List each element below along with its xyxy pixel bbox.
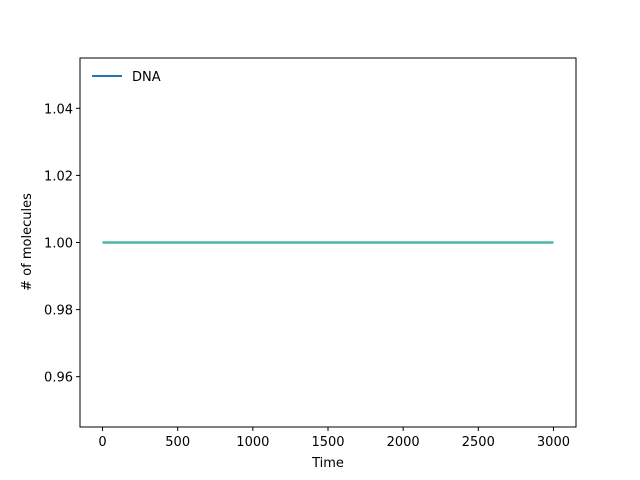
- y-tick-label: 1.04: [44, 102, 73, 117]
- y-axis-ticks: 0.96 0.98 1.00 1.02 1.04: [44, 102, 80, 386]
- y-tick-label: 0.98: [44, 304, 73, 319]
- legend-label-dna: DNA: [132, 70, 161, 85]
- x-axis-ticks: 0 500 1000 1500 2000 2500 3000: [98, 427, 570, 450]
- x-tick-label: 2000: [387, 435, 420, 450]
- x-tick-label: 2500: [462, 435, 495, 450]
- legend: DNA: [92, 70, 161, 85]
- y-tick-label: 1.00: [44, 237, 73, 252]
- y-tick-label: 0.96: [44, 371, 73, 386]
- x-tick-label: 3000: [537, 435, 570, 450]
- y-axis-label: # of molecules: [20, 193, 35, 291]
- x-tick-label: 0: [98, 435, 106, 450]
- x-tick-label: 500: [165, 435, 190, 450]
- x-tick-label: 1500: [311, 435, 344, 450]
- y-tick-label: 1.02: [44, 169, 73, 184]
- x-tick-label: 1000: [236, 435, 269, 450]
- x-axis-label: Time: [311, 456, 344, 471]
